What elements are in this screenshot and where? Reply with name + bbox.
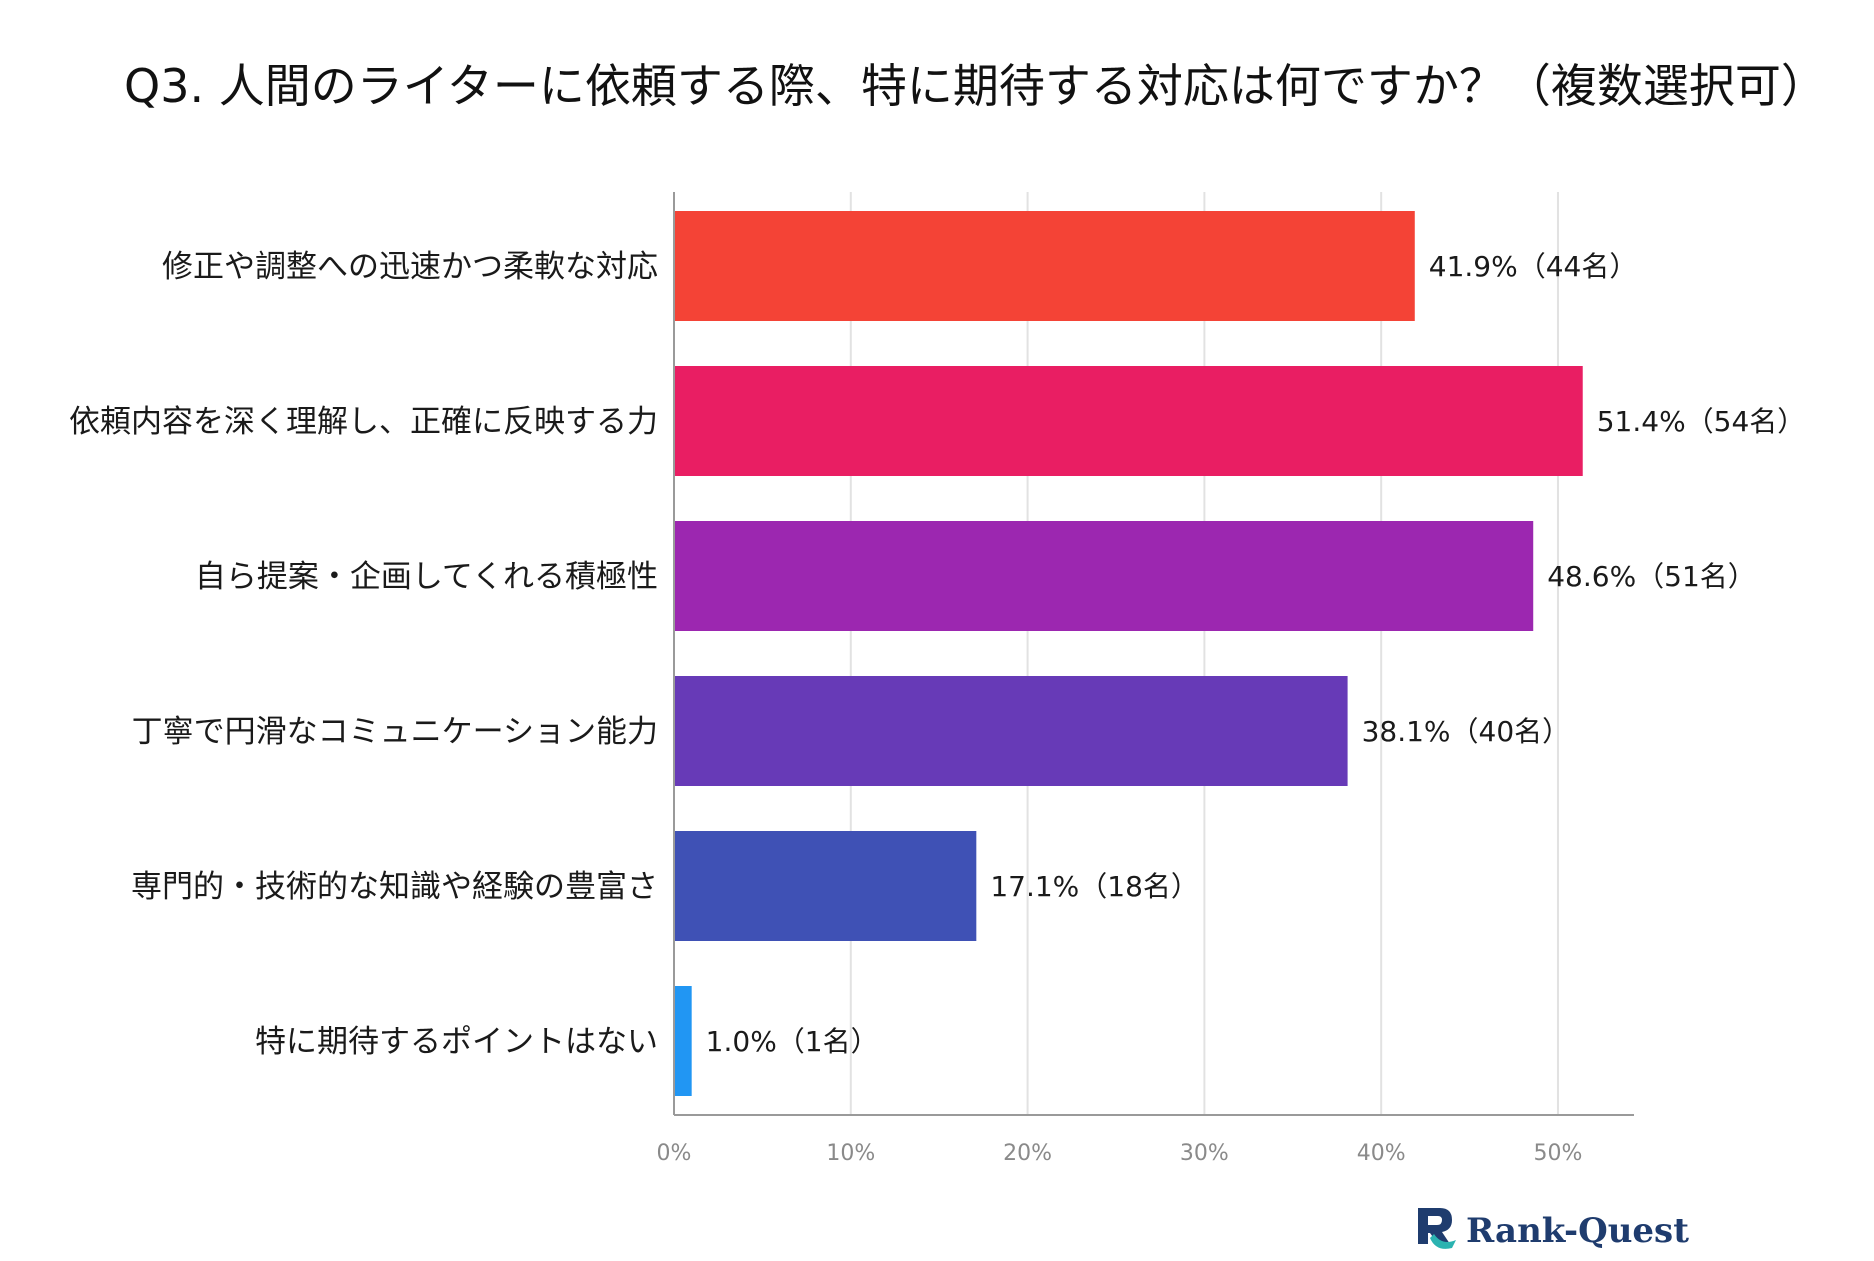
x-tick-label: 20%: [1003, 1141, 1052, 1166]
x-tick-label: 30%: [1180, 1141, 1229, 1166]
data-label: 1.0%（1名）: [706, 1025, 879, 1058]
x-tick-labels: 0% 10% 20% 30% 40% 50%: [657, 1141, 1583, 1166]
bar: [674, 986, 692, 1096]
x-tick-label: 0%: [657, 1141, 692, 1166]
category-label: 特に期待するポイントはない: [255, 1024, 658, 1060]
category-labels: 修正や調整への迅速かつ柔軟な対応依頼内容を深く理解し、正確に反映する力自ら提案・…: [69, 249, 658, 1060]
category-label: 依頼内容を深く理解し、正確に反映する力: [69, 404, 658, 440]
rank-quest-logo: Rank-Quest: [1418, 1208, 1689, 1251]
bar: [674, 211, 1415, 321]
bar: [674, 521, 1534, 631]
data-label: 48.6%（51名）: [1547, 560, 1756, 593]
bar: [674, 831, 977, 941]
x-tick-label: 50%: [1534, 1141, 1583, 1166]
data-label: 41.9%（44名）: [1429, 250, 1638, 283]
category-label: 修正や調整への迅速かつ柔軟な対応: [162, 249, 658, 285]
rank-quest-logo-icon: [1418, 1208, 1456, 1249]
data-label: 38.1%（40名）: [1362, 715, 1571, 748]
data-label: 51.4%（54名）: [1597, 405, 1806, 438]
x-tick-label: 10%: [826, 1141, 875, 1166]
logo-text: Rank-Quest: [1466, 1211, 1689, 1251]
category-label: 専門的・技術的な知識や経験の豊富さ: [131, 869, 658, 905]
bar: [674, 366, 1583, 476]
bar: [674, 676, 1348, 786]
category-label: 自ら提案・企画してくれる積極性: [195, 559, 658, 595]
chart-title: Q3. 人間のライターに依頼する際、特に期待する対応は何ですか？（複数選択可）: [124, 59, 1827, 113]
category-label: 丁寧で円滑なコミュニケーション能力: [132, 714, 658, 750]
data-labels: 41.9%（44名） 51.4%（54名） 48.6%（51名） 38.1%（40名）…: [706, 250, 1806, 1058]
gridlines: [849, 192, 1559, 1115]
data-label: 17.1%（18名）: [990, 870, 1199, 903]
bars: [674, 211, 1583, 1096]
x-tick-label: 40%: [1357, 1141, 1406, 1166]
